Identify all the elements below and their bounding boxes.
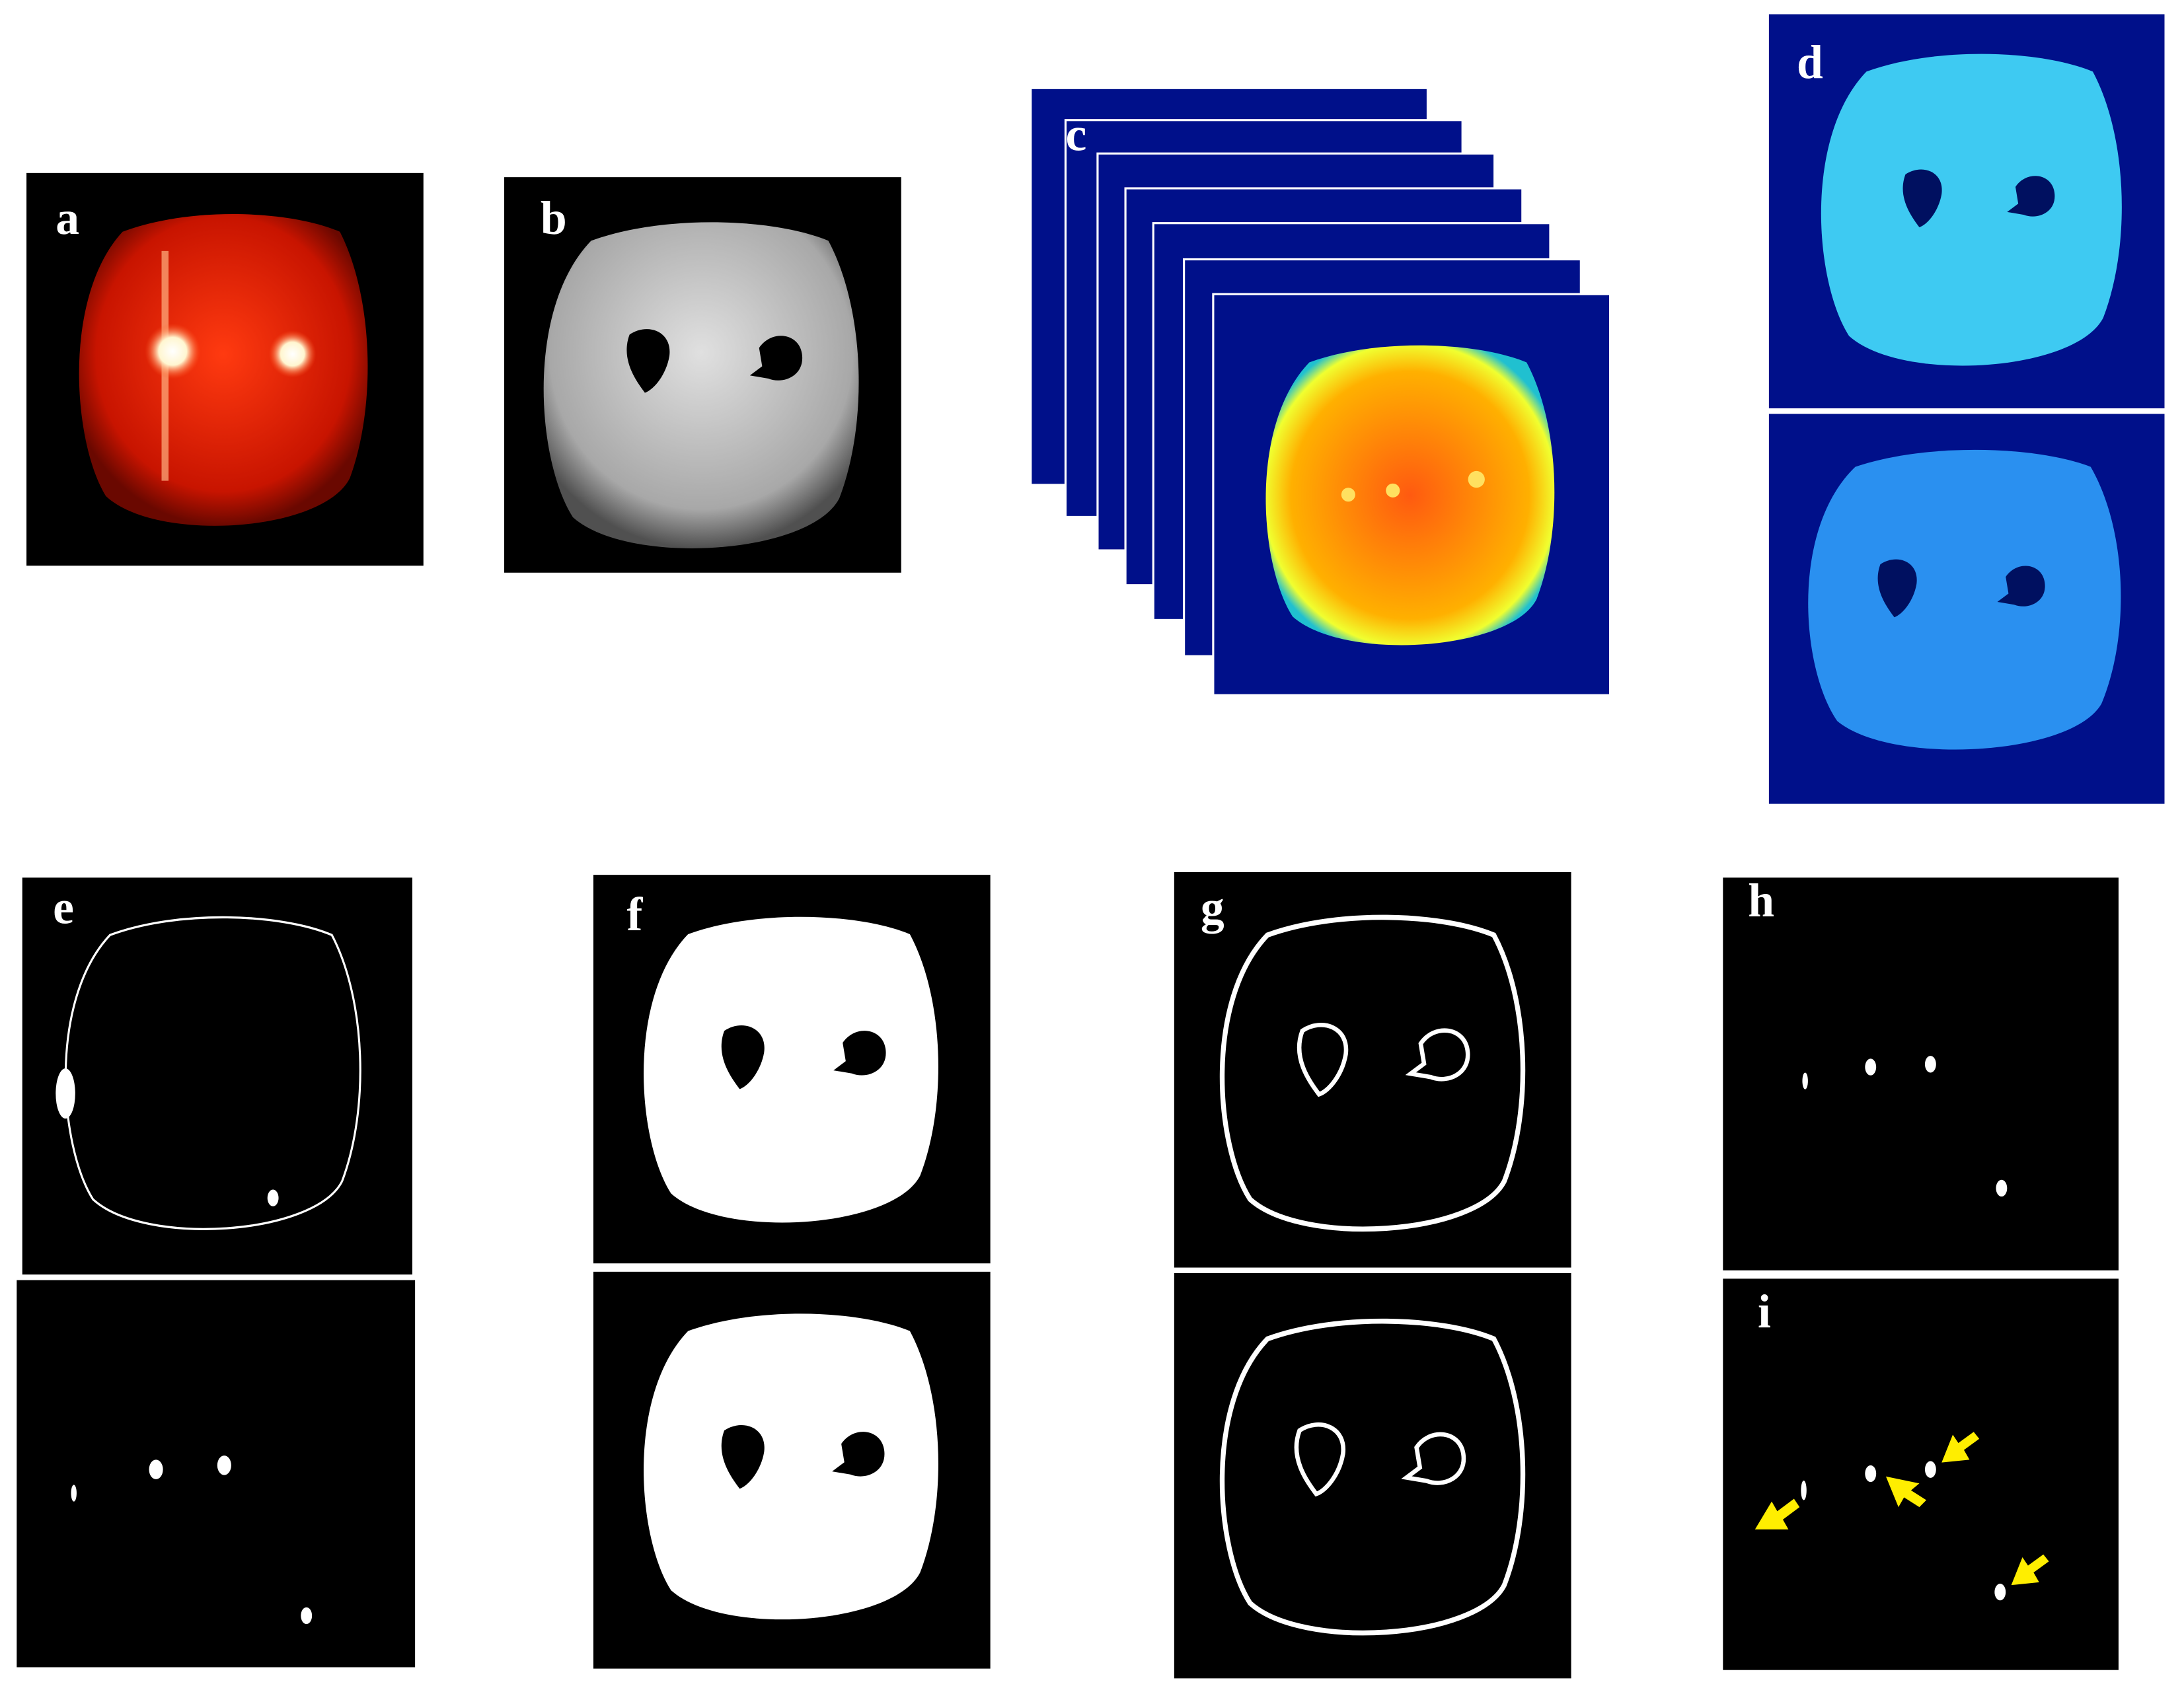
- image-shape: [71, 1485, 77, 1502]
- image-panel: [1174, 1272, 1571, 1679]
- panel-label: g: [1201, 881, 1224, 934]
- image-shape: [1754, 1432, 2049, 1586]
- image-shape: [301, 1607, 313, 1625]
- image-panel: [1723, 1278, 2119, 1670]
- image-panel: [1174, 871, 1571, 1268]
- image-shape: [1341, 488, 1355, 502]
- image-shape: [79, 214, 368, 526]
- image-shape: [149, 1459, 163, 1479]
- image-shape: [1754, 1498, 1800, 1529]
- panel-label: a: [56, 192, 79, 244]
- panel-label: h: [1748, 874, 1774, 927]
- image-shape: [1808, 449, 2121, 750]
- panel-label: i: [1758, 1285, 1771, 1338]
- panel-label: b: [541, 192, 567, 244]
- image-shape: [1468, 470, 1485, 488]
- image-shape: [1386, 483, 1400, 497]
- image-shape: [56, 1068, 75, 1119]
- image-shape: [1996, 1179, 2008, 1197]
- panel-label: c: [1065, 108, 1086, 161]
- panel-label: d: [1797, 36, 1823, 89]
- image-shape: [1865, 1465, 1877, 1483]
- image-shape: [1265, 345, 1555, 645]
- image-shape: [1821, 54, 2122, 366]
- image-shape: [145, 323, 201, 379]
- image-shape: [644, 916, 938, 1223]
- image-shape: [2011, 1554, 2049, 1586]
- image-shape: [1885, 1476, 1927, 1508]
- image-panel: [22, 877, 412, 1275]
- image-shape: [1941, 1432, 1980, 1463]
- image-panel: [17, 1280, 416, 1668]
- image-shape: [644, 1313, 938, 1620]
- panel-label: f: [627, 888, 644, 941]
- image-shape: [1924, 1461, 1936, 1478]
- panel-label: e: [53, 881, 74, 934]
- image-shape: [1802, 1072, 1808, 1089]
- image-shape: [543, 222, 859, 548]
- image-shape: [217, 1455, 231, 1475]
- image-shape: [267, 1189, 279, 1206]
- image-panel: [1723, 877, 2119, 1270]
- image-shape: [1865, 1058, 1877, 1076]
- image-shape: [1801, 1481, 1807, 1500]
- image-shape: [1994, 1584, 2006, 1601]
- image-shape: [1924, 1056, 1936, 1073]
- image-shape: [268, 330, 317, 378]
